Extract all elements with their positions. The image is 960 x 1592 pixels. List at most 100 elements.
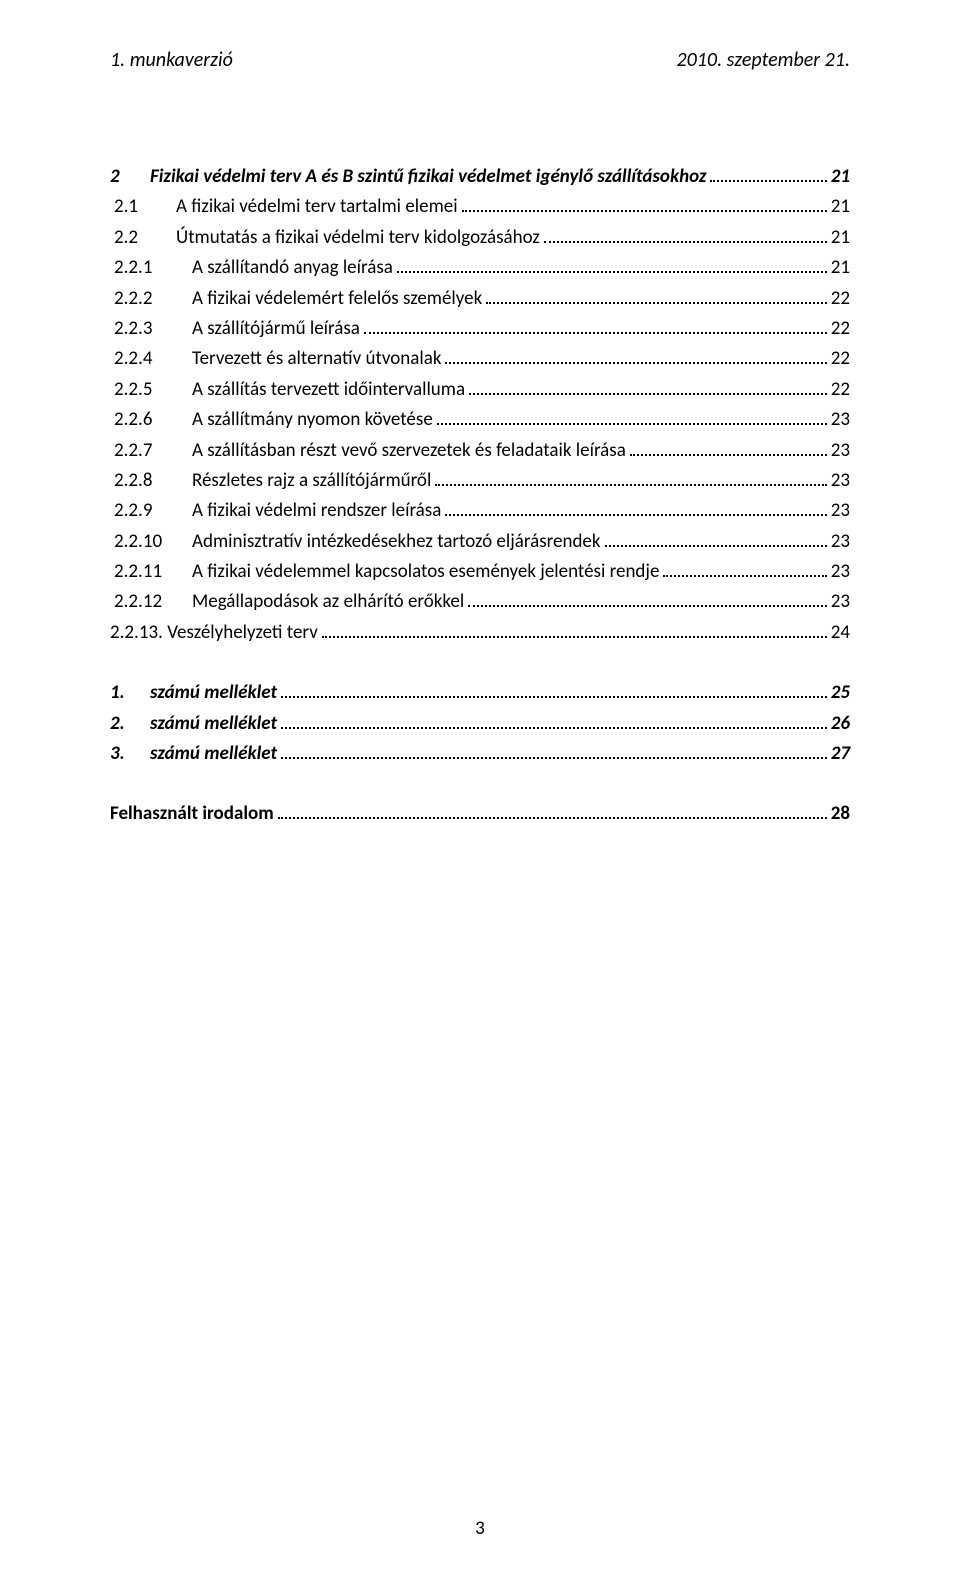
page-header: 1. munkaverzió 2010. szeptember 21. bbox=[110, 48, 850, 72]
toc-entry: 2.2.13. Veszélyhelyzeti terv 24 bbox=[110, 618, 850, 648]
toc-page: 23 bbox=[831, 527, 850, 557]
toc-dots bbox=[445, 514, 826, 516]
toc-dots bbox=[281, 696, 827, 698]
toc-dots bbox=[397, 271, 827, 273]
toc-entry: 2.2.2A fizikai védelemért felelős személ… bbox=[110, 284, 850, 314]
toc-number: 2.2 bbox=[110, 223, 176, 253]
toc-number: 2. bbox=[110, 709, 150, 739]
toc-page: 21 bbox=[831, 162, 850, 192]
toc-number: 2.2.9 bbox=[110, 496, 192, 526]
toc-title: A szállítandó anyag leírása bbox=[192, 253, 393, 283]
toc-number: 2.2.6 bbox=[110, 405, 192, 435]
toc-dots bbox=[364, 332, 827, 334]
toc-title: Felhasznált irodalom bbox=[110, 799, 274, 829]
toc-page: 27 bbox=[831, 739, 850, 769]
toc-entry: 2.2.7A szállításban részt vevő szervezet… bbox=[110, 436, 850, 466]
toc-entry: 2.2.11A fizikai védelemmel kapcsolatos e… bbox=[110, 557, 850, 587]
toc-title: A szállítójármű leírása bbox=[192, 314, 360, 344]
header-left: 1. munkaverzió bbox=[110, 48, 233, 72]
toc-number: 3. bbox=[110, 739, 150, 769]
toc-title: Részletes rajz a szállítójárműről bbox=[192, 466, 431, 496]
toc-dots bbox=[605, 545, 827, 547]
toc-page: 22 bbox=[831, 375, 850, 405]
toc-title: számú melléklet bbox=[150, 709, 277, 739]
toc-entry: 2.2.8Részletes rajz a szállítójárműről23 bbox=[110, 466, 850, 496]
toc-dots bbox=[468, 605, 827, 607]
toc-title: számú melléklet bbox=[150, 678, 277, 708]
toc-dots bbox=[486, 302, 826, 304]
toc-title: A fizikai védelmi terv tartalmi elemei bbox=[176, 192, 458, 222]
toc-page: 28 bbox=[831, 799, 850, 829]
toc-dots bbox=[278, 817, 827, 819]
toc-entry: 2.1A fizikai védelmi terv tartalmi eleme… bbox=[110, 192, 850, 222]
toc-number: 1. bbox=[110, 678, 150, 708]
toc-number: 2.2.11 bbox=[110, 557, 192, 587]
toc-dots bbox=[663, 575, 826, 577]
toc-page: 23 bbox=[831, 496, 850, 526]
toc-page: 26 bbox=[831, 709, 850, 739]
document-page: 1. munkaverzió 2010. szeptember 21. 2Fiz… bbox=[0, 0, 960, 1592]
toc-number: 2.2.12 bbox=[110, 587, 192, 617]
toc-number: 2.2.10 bbox=[110, 527, 192, 557]
toc-title: A szállítmány nyomon követése bbox=[192, 405, 433, 435]
toc-number: 2 bbox=[110, 162, 150, 192]
toc-dots bbox=[281, 727, 827, 729]
toc-entry-irodalom: Felhasznált irodalom 28 bbox=[110, 799, 850, 829]
toc-page: 22 bbox=[831, 314, 850, 344]
toc-dots bbox=[437, 423, 827, 425]
toc-number: 2.2.1 bbox=[110, 253, 192, 283]
page-number: 3 bbox=[0, 1517, 960, 1540]
toc-title: A fizikai védelemmel kapcsolatos esemény… bbox=[192, 557, 659, 587]
toc-title: 2.2.13. Veszélyhelyzeti terv bbox=[110, 618, 318, 648]
toc-title: Útmutatás a fizikai védelmi terv kidolgo… bbox=[176, 223, 540, 253]
toc-title: A szállítás tervezett időintervalluma bbox=[192, 375, 465, 405]
toc-entry: 2.számú melléklet 26 bbox=[110, 709, 850, 739]
toc-entry: 2Fizikai védelmi terv A és B szintű fizi… bbox=[110, 162, 850, 192]
mellekletek-block: 1.számú melléklet252.számú melléklet263.… bbox=[110, 678, 850, 769]
toc-dots bbox=[281, 757, 827, 759]
toc-page: 24 bbox=[831, 618, 850, 648]
toc-title: Megállapodások az elhárító erőkkel bbox=[192, 587, 464, 617]
toc-entry: 1.számú melléklet25 bbox=[110, 678, 850, 708]
toc-number: 2.2.5 bbox=[110, 375, 192, 405]
toc-dots bbox=[630, 454, 827, 456]
toc-title: A szállításban részt vevő szervezetek és… bbox=[192, 436, 626, 466]
toc-entry: 2.2.10Adminisztratív intézkedésekhez tar… bbox=[110, 527, 850, 557]
toc-title: Tervezett és alternatív útvonalak bbox=[192, 344, 441, 374]
toc-dots bbox=[322, 636, 827, 638]
toc-number: 2.1 bbox=[110, 192, 176, 222]
toc-dots bbox=[544, 241, 827, 243]
toc-entry: 3.számú melléklet 27 bbox=[110, 739, 850, 769]
toc-title: A fizikai védelemért felelős személyek bbox=[192, 284, 482, 314]
toc-dots bbox=[462, 210, 827, 212]
toc-dots bbox=[710, 180, 826, 182]
toc-title: számú melléklet bbox=[150, 739, 277, 769]
header-right: 2010. szeptember 21. bbox=[677, 48, 850, 72]
toc-entry: 2.2.1A szállítandó anyag leírása 21 bbox=[110, 253, 850, 283]
toc-number: 2.2.4 bbox=[110, 344, 192, 374]
toc-page: 22 bbox=[831, 344, 850, 374]
toc-entry: 2.2.6A szállítmány nyomon követése 23 bbox=[110, 405, 850, 435]
toc-page: 22 bbox=[831, 284, 850, 314]
toc-page: 23 bbox=[831, 587, 850, 617]
toc-page: 23 bbox=[831, 436, 850, 466]
toc-page: 21 bbox=[831, 253, 850, 283]
toc-page: 23 bbox=[831, 557, 850, 587]
spacer bbox=[110, 648, 850, 678]
toc-number: 2.2.7 bbox=[110, 436, 192, 466]
toc-title: Adminisztratív intézkedésekhez tartozó e… bbox=[192, 527, 601, 557]
toc-number: 2.2.3 bbox=[110, 314, 192, 344]
toc-page: 21 bbox=[831, 223, 850, 253]
toc-entry: 2.2.12Megállapodások az elhárító erőkkel… bbox=[110, 587, 850, 617]
toc-page: 23 bbox=[831, 466, 850, 496]
toc-block: 2Fizikai védelmi terv A és B szintű fizi… bbox=[110, 162, 850, 648]
toc-entry: 2.2.4Tervezett és alternatív útvonalak 22 bbox=[110, 344, 850, 374]
toc-page: 23 bbox=[831, 405, 850, 435]
toc-number: 2.2.2 bbox=[110, 284, 192, 314]
toc-entry: 2.2.9A fizikai védelmi rendszer leírása2… bbox=[110, 496, 850, 526]
toc-title: Fizikai védelmi terv A és B szintű fizik… bbox=[150, 162, 706, 192]
toc-entry: 2.2.3A szállítójármű leírása 22 bbox=[110, 314, 850, 344]
toc-dots bbox=[435, 484, 826, 486]
toc-dots bbox=[445, 362, 826, 364]
toc-entry: 2.2Útmutatás a fizikai védelmi terv kido… bbox=[110, 223, 850, 253]
